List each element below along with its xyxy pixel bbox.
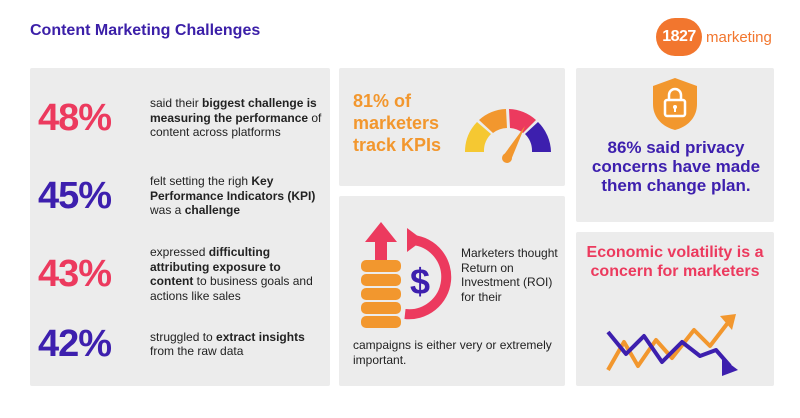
gauge-icon	[464, 109, 551, 163]
stat-highlight: challenge	[184, 203, 241, 218]
stat-highlight: biggest challenge is measuring the perfo…	[150, 96, 317, 125]
stat-text: said their	[150, 96, 203, 111]
economy-text: Economic volatility is a concern for mar…	[586, 244, 764, 280]
stat-highlight: difficulting attributing exposure to con…	[150, 245, 281, 288]
stat-text: felt setting the righ	[150, 174, 252, 189]
roi-card: $ Marketers thought Return on Investment…	[339, 196, 565, 386]
kpi-card: 81% of marketers track KPIs	[339, 68, 565, 186]
stat-description: expressed difficulting attributing expos…	[150, 245, 325, 303]
privacy-card: 86% said privacy concerns have made them…	[576, 68, 774, 222]
stat-highlight: extract insights	[216, 329, 305, 344]
brand-logo: 1827 marketing	[656, 18, 772, 56]
stat-percent: 45%	[38, 174, 112, 217]
stats-card: 48% said their biggest challenge is meas…	[30, 68, 330, 386]
stat-row: 48% said their biggest challenge is meas…	[30, 80, 330, 156]
stat-highlight: Key Performance Indicators (KPI)	[150, 174, 316, 203]
stat-percent: 48%	[38, 96, 112, 139]
roi-text-bottom: campaigns is either very or extremely im…	[353, 338, 552, 367]
kpi-text: 81% of marketers track KPIs	[353, 91, 442, 155]
stat-text: from the raw data	[150, 344, 244, 358]
volatile-arrows-icon	[606, 314, 738, 376]
logo-badge: 1827	[656, 18, 702, 56]
privacy-text: 86% said privacy concerns have made them…	[591, 138, 761, 195]
svg-text:$: $	[410, 261, 430, 302]
logo-wordmark: marketing	[706, 28, 772, 46]
stat-row: 45% felt setting the righ Key Performanc…	[30, 158, 330, 234]
stat-text: was a	[150, 203, 185, 218]
page-title: Content Marketing Challenges	[30, 22, 261, 39]
stat-percent: 43%	[38, 252, 112, 295]
stat-row: 43% expressed difficulting attributing e…	[30, 236, 330, 312]
stat-description: felt setting the righ Key Performance In…	[150, 174, 325, 218]
stat-text: expressed	[150, 245, 209, 259]
stat-description: said their biggest challenge is measurin…	[150, 96, 325, 140]
lock-shield-icon	[653, 78, 697, 130]
roi-text-top: Marketers thought Return on Investment (…	[461, 246, 558, 304]
stat-percent: 42%	[38, 322, 112, 365]
economy-card: Economic volatility is a concern for mar…	[576, 232, 774, 386]
coins-dollar-icon: $	[361, 222, 452, 328]
stat-row: 42% struggled to extract insights from t…	[30, 312, 330, 376]
stat-description: struggled to extract insights from the r…	[150, 330, 325, 359]
stat-text: struggled to	[150, 329, 217, 344]
stat-text: to business goals and actions like sales	[150, 274, 313, 303]
stat-text: of content across platforms	[150, 110, 322, 140]
